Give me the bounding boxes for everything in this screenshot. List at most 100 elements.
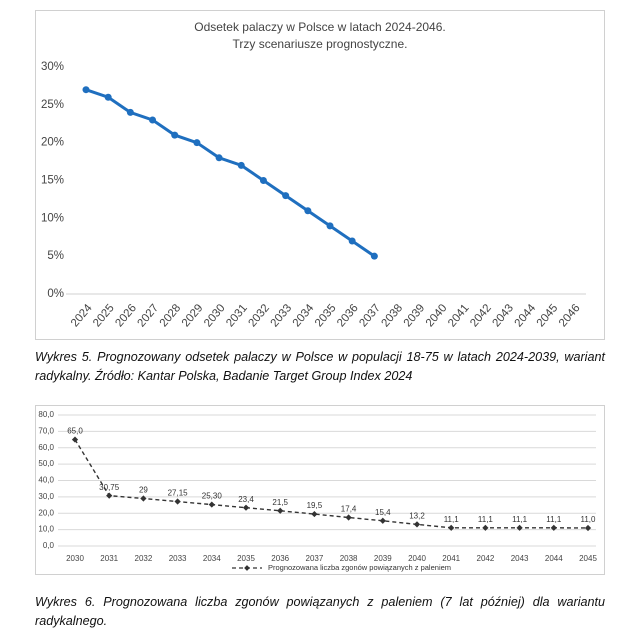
x-tick-label: 2024 xyxy=(69,302,95,330)
marker xyxy=(370,252,378,260)
data-label: 11,1 xyxy=(512,515,528,524)
data-label: 25,30 xyxy=(202,492,223,501)
chart-frame: Odsetek palaczy w Polsce w latach 2024-2… xyxy=(35,10,605,340)
marker xyxy=(348,237,356,245)
chart-title: Odsetek palaczy w Polsce w latach 2024-2… xyxy=(194,20,445,34)
x-tick-label: 2033 xyxy=(169,554,187,563)
marker xyxy=(345,514,352,521)
y-tick-label: 70,0 xyxy=(38,426,54,435)
y-tick-label: 20,0 xyxy=(38,508,54,517)
data-label: 11,1 xyxy=(478,515,494,524)
x-tick-label: 2031 xyxy=(100,554,118,563)
x-tick-label: 2046 xyxy=(557,302,583,329)
x-tick-label: 2040 xyxy=(424,302,450,329)
data-label: 65,0 xyxy=(67,427,83,436)
x-tick-label: 2036 xyxy=(271,554,289,563)
x-tick-label: 2045 xyxy=(579,554,597,563)
data-label: 11,1 xyxy=(444,515,460,524)
x-tick-label: 2044 xyxy=(513,302,539,330)
y-tick-label: 80,0 xyxy=(38,410,54,419)
caption: Wykres 6. Prognozowana liczba zgonów pow… xyxy=(35,595,605,628)
data-label: 21,5 xyxy=(272,498,288,507)
marker xyxy=(174,498,181,505)
y-tick-label: 10,0 xyxy=(38,525,54,534)
marker xyxy=(106,492,113,499)
legend-label: Prognozowana liczba zgonów powiązanych z… xyxy=(268,563,451,572)
x-tick-label: 2042 xyxy=(468,302,494,329)
marker xyxy=(237,161,245,169)
marker xyxy=(584,524,592,532)
x-tick-label: 2035 xyxy=(313,302,339,329)
marker xyxy=(126,108,134,116)
marker xyxy=(82,86,90,94)
data-label: 29 xyxy=(139,486,148,495)
marker xyxy=(215,154,223,162)
x-tick-label: 2027 xyxy=(136,302,162,329)
x-tick-label: 2042 xyxy=(477,554,495,563)
chart: Odsetek palaczy w Polsce w latach 2024-2… xyxy=(41,20,586,330)
x-tick-label: 2041 xyxy=(442,554,460,563)
marker xyxy=(140,495,147,502)
marker xyxy=(379,517,386,524)
marker xyxy=(193,139,201,147)
chart-frame: 0,0 10,0 20,0 30,0 40,0 50,0 60,0 70,0 80,0 2030 2… xyxy=(35,405,605,575)
x-tick-label: 2043 xyxy=(490,302,516,329)
x-tick-label: 2037 xyxy=(357,302,383,329)
x-tick-label: 2038 xyxy=(340,554,358,563)
y-tick-label: 50,0 xyxy=(38,459,54,468)
x-tick-label: 2030 xyxy=(202,302,228,329)
marker xyxy=(304,207,312,215)
data-label: 30,75 xyxy=(99,483,120,492)
x-tick-label: 2033 xyxy=(269,302,295,329)
data-label: 19,5 xyxy=(307,501,323,510)
marker xyxy=(71,436,79,443)
chart-title: Trzy scenariusze prognostyczne. xyxy=(233,37,408,51)
x-tick-label: 2029 xyxy=(180,302,206,329)
data-label: 15,4 xyxy=(375,508,391,517)
y-tick-label: 25% xyxy=(41,99,64,111)
marker xyxy=(242,504,250,511)
marker xyxy=(259,177,267,184)
x-tick-label: 2038 xyxy=(380,302,406,329)
x-tick-label: 2039 xyxy=(374,554,392,563)
x-tick-label: 2040 xyxy=(408,554,426,563)
caption: Wykres 5. Prognozowany odsetek palaczy w… xyxy=(35,350,605,383)
marker xyxy=(277,507,284,514)
y-tick-label: 20% xyxy=(41,137,64,149)
marker xyxy=(311,510,318,518)
x-tick-label: 2039 xyxy=(402,302,428,329)
y-tick-label: 0% xyxy=(47,288,64,300)
marker xyxy=(413,521,421,528)
x-tick-label: 2044 xyxy=(545,554,563,563)
x-tick-label: 2036 xyxy=(335,302,361,329)
marker xyxy=(326,222,334,230)
x-tick-label: 2043 xyxy=(511,554,529,563)
x-tick-label: 2025 xyxy=(91,302,117,329)
y-tick-label: 0,0 xyxy=(43,541,55,550)
y-tick-label: 10% xyxy=(41,212,64,224)
y-tick-label: 30,0 xyxy=(38,492,54,501)
data-label: 27,15 xyxy=(168,489,189,498)
x-tick-label: 2028 xyxy=(158,302,184,329)
legend-marker xyxy=(244,565,250,571)
data-label: 11,1 xyxy=(546,515,562,524)
x-tick-label: 2045 xyxy=(535,302,561,329)
marker xyxy=(149,116,157,124)
x-tick-label: 2031 xyxy=(224,302,250,329)
data-label: 23,4 xyxy=(238,495,254,504)
data-label: 11,0 xyxy=(581,515,597,524)
y-tick-label: 40,0 xyxy=(38,476,54,485)
x-tick-label: 2034 xyxy=(291,302,317,330)
x-tick-label: 2032 xyxy=(135,554,153,563)
marker xyxy=(104,93,112,101)
line xyxy=(85,88,376,258)
x-tick-label: 2026 xyxy=(113,302,139,329)
x-tick-label: 2034 xyxy=(203,554,221,563)
x-tick-label: 2037 xyxy=(306,554,324,563)
marker xyxy=(282,192,290,200)
chart: 0,0 10,0 20,0 30,0 40,0 50,0 60,0 70,0 80,0 2030 2… xyxy=(38,410,597,572)
marker xyxy=(171,131,179,139)
y-tick-label: 60,0 xyxy=(38,443,54,452)
y-tick-label: 5% xyxy=(47,250,64,262)
